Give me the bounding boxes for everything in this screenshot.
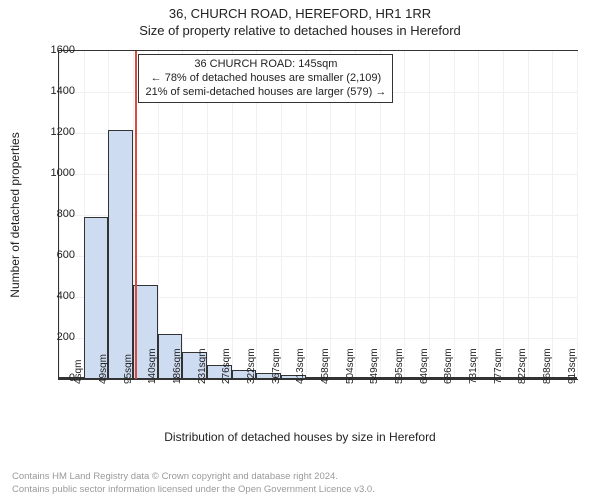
chart-super-title: 36, CHURCH ROAD, HEREFORD, HR1 1RR [0,6,600,21]
chart-container: Number of detached properties Distributi… [0,40,600,440]
footer-line2: Contains public sector information licen… [12,484,588,496]
x-tick-label: 276sqm [221,348,232,384]
y-axis-label: Number of detached properties [8,132,22,297]
y-tick-label: 800 [25,208,75,220]
x-tick-label: 367sqm [271,348,282,384]
x-tick-label: 322sqm [246,348,257,384]
x-tick-label: 686sqm [443,348,454,384]
x-tick-label: 868sqm [542,348,553,384]
x-tick-label: 777sqm [493,348,504,384]
x-tick-label: 640sqm [419,348,430,384]
y-tick-label: 1600 [25,44,75,56]
x-tick-label: 95sqm [123,354,134,384]
x-tick-label: 913sqm [567,348,578,384]
y-tick-label: 400 [25,290,75,302]
x-tick-label: 140sqm [147,348,158,384]
y-tick-label: 600 [25,249,75,261]
x-axis-label: Distribution of detached houses by size … [0,430,600,444]
y-tick-label: 200 [25,331,75,343]
y-tick-label: 1000 [25,167,75,179]
footer-attribution: Contains HM Land Registry data © Crown c… [0,471,600,496]
x-tick-label: 413sqm [295,348,306,384]
x-tick-label: 822sqm [517,348,528,384]
callout-line3: 21% of semi-detached houses are larger (… [145,86,386,100]
x-tick-label: 731sqm [468,348,479,384]
gridline-vertical [577,51,578,379]
x-tick-label: 49sqm [98,354,109,384]
callout-line1: 36 CHURCH ROAD: 145sqm [145,58,386,72]
reference-marker-line [135,51,137,379]
bar [108,130,133,379]
y-tick-label: 0 [25,372,75,384]
x-tick-label: 4sqm [73,360,84,384]
x-tick-label: 504sqm [345,348,356,384]
callout-line2: ← 78% of detached houses are smaller (2,… [145,72,386,86]
callout-box: 36 CHURCH ROAD: 145sqm ← 78% of detached… [138,54,393,103]
y-tick-label: 1400 [25,85,75,97]
x-tick-label: 458sqm [320,348,331,384]
x-tick-label: 231sqm [197,348,208,384]
footer-line1: Contains HM Land Registry data © Crown c… [12,471,588,483]
y-tick-label: 1200 [25,126,75,138]
x-tick-label: 595sqm [394,348,405,384]
chart-title: Size of property relative to detached ho… [0,23,600,38]
x-tick-label: 549sqm [369,348,380,384]
x-tick-label: 186sqm [172,348,183,384]
